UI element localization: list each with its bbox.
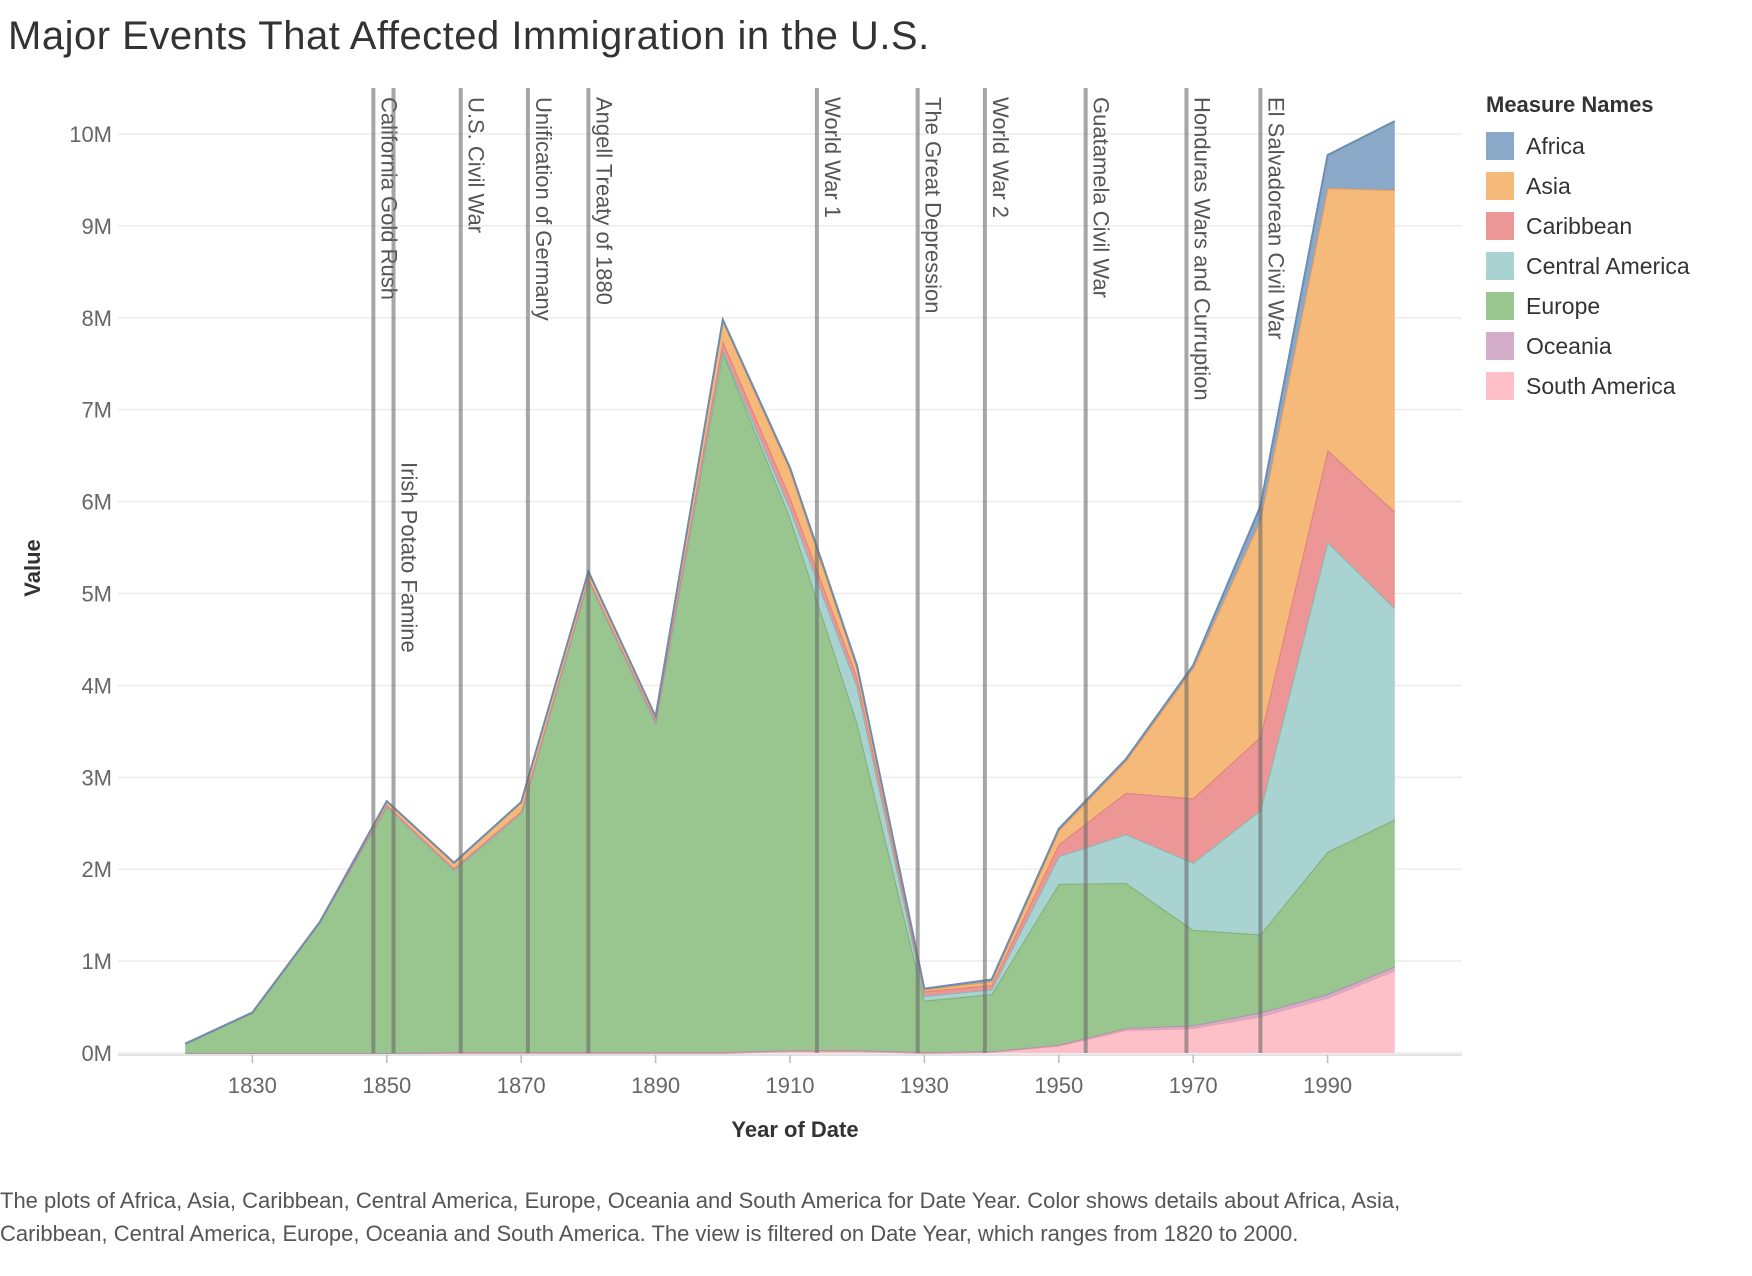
chart-title: Major Events That Affected Immigration i… — [8, 14, 930, 58]
event-label-u-s-civil-war: U.S. Civil War — [464, 97, 489, 233]
y-tick-label: 6M — [81, 490, 112, 515]
event-label-irish-potato-famine: Irish Potato Famine — [397, 462, 422, 653]
legend-item-africa[interactable]: Africa — [1486, 126, 1736, 166]
legend-item-asia[interactable]: Asia — [1486, 166, 1736, 206]
legend-item-central-america[interactable]: Central America — [1486, 246, 1736, 286]
event-label-honduras-wars-and-curruption: Honduras Wars and Curruption — [1189, 97, 1214, 401]
line-africa — [184, 120, 1396, 1045]
x-axis: 1830 1850 1870 1890 1910 1930 1950 1970 1990 — [118, 1054, 1462, 1098]
legend-label-central-america: Central America — [1526, 252, 1690, 279]
event-label-guatamela-civil-war: Guatamela Civil War — [1089, 97, 1114, 298]
legend-label-africa: Africa — [1526, 132, 1585, 159]
legend-label-asia: Asia — [1526, 172, 1571, 199]
x-tick-label: 1950 — [1034, 1073, 1083, 1098]
legend-item-caribbean[interactable]: Caribbean — [1486, 206, 1736, 246]
legend-label-caribbean: Caribbean — [1526, 212, 1633, 239]
legend: Measure Names Africa Asia Caribbean Cent… — [1486, 92, 1736, 406]
legend-item-south-america[interactable]: South America — [1486, 366, 1736, 406]
y-tick-label: 8M — [81, 306, 112, 331]
x-tick-label: 1970 — [1169, 1073, 1218, 1098]
event-markers: California Gold Rush Irish Potato Famine U… — [371, 88, 1288, 1053]
x-tick-label: 1930 — [900, 1073, 949, 1098]
legend-label-south-america: South America — [1526, 372, 1676, 399]
y-tick-label: 10M — [69, 122, 112, 147]
event-label-unification-of-germany: Unification of Germany — [531, 97, 556, 321]
legend-item-oceania[interactable]: Oceania — [1486, 326, 1736, 366]
x-tick-label: 1870 — [497, 1073, 546, 1098]
stacked-area-chart: California Gold Rush Irish Potato Famine U… — [20, 88, 1462, 1142]
legend-swatch-caribbean — [1486, 212, 1514, 240]
y-tick-label: 4M — [81, 673, 112, 698]
event-label-the-great-depression: The Great Depression — [921, 97, 946, 313]
event-label-california-gold-rush: California Gold Rush — [376, 97, 401, 300]
y-tick-label: 3M — [81, 765, 112, 790]
x-tick-label: 1990 — [1303, 1073, 1352, 1098]
area-central-america[interactable] — [185, 349, 1395, 1044]
legend-swatch-asia — [1486, 172, 1514, 200]
legend-swatch-africa — [1486, 132, 1514, 160]
event-label-world-war-1: World War 1 — [820, 97, 845, 218]
legend-label-europe: Europe — [1526, 292, 1601, 319]
y-tick-label: 5M — [81, 581, 112, 606]
event-label-angell-treaty-of-1880: Angell Treaty of 1880 — [591, 97, 616, 305]
area-series — [184, 120, 1396, 1055]
legend-label-oceania: Oceania — [1526, 332, 1612, 359]
y-tick-label: 9M — [81, 214, 112, 239]
x-tick-label: 1890 — [631, 1073, 680, 1098]
x-axis-title: Year of Date — [731, 1117, 858, 1142]
x-tick-label: 1910 — [766, 1073, 815, 1098]
y-tick-label: 0M — [81, 1041, 112, 1066]
legend-swatch-europe — [1486, 292, 1514, 320]
legend-item-europe[interactable]: Europe — [1486, 286, 1736, 326]
event-label-el-salvadorean-civil-war: El Salvadorean Civil War — [1263, 97, 1288, 340]
legend-swatch-oceania — [1486, 332, 1514, 360]
event-label-world-war-2: World War 2 — [988, 97, 1013, 218]
y-axis: 0M 1M 2M 3M 4M 5M 6M 7M 8M 9M 10M — [69, 122, 112, 1066]
legend-items: Africa Asia Caribbean Central America Eu… — [1486, 126, 1736, 406]
x-tick-label: 1850 — [362, 1073, 411, 1098]
legend-title: Measure Names — [1486, 92, 1654, 117]
area-europe[interactable] — [185, 351, 1395, 1053]
y-axis-title: Value — [20, 539, 45, 596]
legend-swatch-south-america — [1486, 372, 1514, 400]
area-south-america[interactable] — [185, 970, 1395, 1053]
y-tick-label: 1M — [81, 949, 112, 974]
x-tick-label: 1830 — [228, 1073, 277, 1098]
legend-swatch-central-america — [1486, 252, 1514, 280]
y-tick-label: 7M — [81, 398, 112, 423]
chart-caption: The plots of Africa, Asia, Caribbean, Ce… — [0, 1188, 1401, 1246]
y-tick-label: 2M — [81, 857, 112, 882]
